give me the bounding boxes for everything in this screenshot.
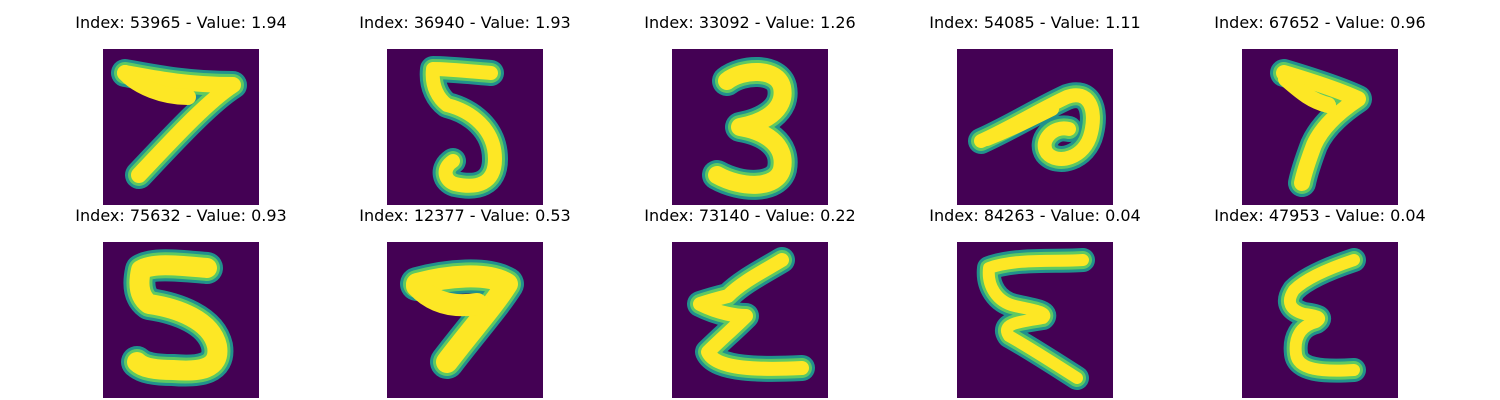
panel-3: Index: 33092 - Value: 1.26 bbox=[640, 13, 880, 205]
digit-image bbox=[387, 242, 543, 398]
panel-6: Index: 75632 - Value: 0.93 bbox=[71, 206, 311, 398]
panel-title: Index: 33092 - Value: 1.26 bbox=[644, 13, 856, 32]
panel-4: Index: 54085 - Value: 1.11 bbox=[925, 13, 1165, 205]
panel-title: Index: 12377 - Value: 0.53 bbox=[359, 206, 571, 225]
digit-image bbox=[957, 242, 1113, 398]
digit-image bbox=[1242, 49, 1398, 205]
panel-title: Index: 73140 - Value: 0.22 bbox=[644, 206, 856, 225]
panel-title: Index: 53965 - Value: 1.94 bbox=[75, 13, 287, 32]
panel-8: Index: 73140 - Value: 0.22 bbox=[640, 206, 880, 398]
panel-10: Index: 47953 - Value: 0.04 bbox=[1210, 206, 1450, 398]
digit-image bbox=[957, 49, 1113, 205]
panel-2: Index: 36940 - Value: 1.93 bbox=[355, 13, 595, 205]
panel-1: Index: 53965 - Value: 1.94 bbox=[71, 13, 311, 205]
panel-9: Index: 84263 - Value: 0.04 bbox=[925, 206, 1165, 398]
digit-image bbox=[672, 242, 828, 398]
digit-image bbox=[103, 242, 259, 398]
panel-title: Index: 47953 - Value: 0.04 bbox=[1214, 206, 1426, 225]
panel-7: Index: 12377 - Value: 0.53 bbox=[355, 206, 595, 398]
panel-title: Index: 84263 - Value: 0.04 bbox=[929, 206, 1141, 225]
panel-title: Index: 67652 - Value: 0.96 bbox=[1214, 13, 1426, 32]
panel-title: Index: 54085 - Value: 1.11 bbox=[929, 13, 1141, 32]
digit-image bbox=[103, 49, 259, 205]
digit-image bbox=[387, 49, 543, 205]
panel-title: Index: 36940 - Value: 1.93 bbox=[359, 13, 571, 32]
digit-image bbox=[672, 49, 828, 205]
panel-title: Index: 75632 - Value: 0.93 bbox=[75, 206, 287, 225]
panel-5: Index: 67652 - Value: 0.96 bbox=[1210, 13, 1450, 205]
digit-image bbox=[1242, 242, 1398, 398]
